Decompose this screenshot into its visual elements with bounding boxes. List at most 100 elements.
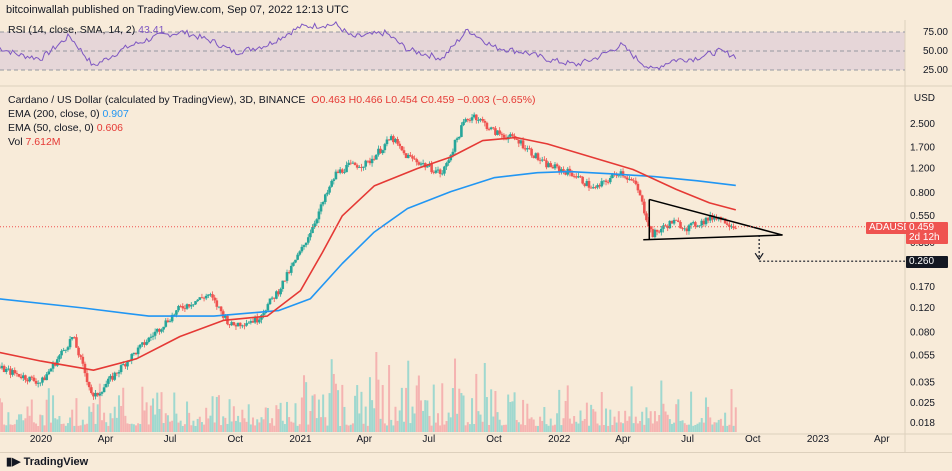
volume-bar xyxy=(454,358,457,432)
candle-body xyxy=(432,172,436,173)
volume-bar xyxy=(117,395,120,432)
volume-bar xyxy=(341,384,344,432)
candle-body xyxy=(285,272,289,281)
volume-bar xyxy=(239,422,242,432)
current-price-tag: 0.459 xyxy=(906,222,948,234)
volume-bar xyxy=(339,425,342,432)
candle-body xyxy=(147,337,151,342)
rsi-label: RSI (14, close, SMA, 14, 2) xyxy=(8,24,136,36)
candle-body xyxy=(258,319,261,323)
candle-body xyxy=(649,226,652,230)
candle-body xyxy=(111,375,114,380)
volume-bar xyxy=(190,425,193,432)
candle-body xyxy=(698,225,701,227)
volume-bar xyxy=(198,416,201,432)
candle-body xyxy=(117,372,121,374)
volume-bar xyxy=(109,413,112,432)
candle-body xyxy=(466,119,470,121)
volume-bar xyxy=(692,425,695,432)
volume-bar xyxy=(90,411,93,432)
candle-body xyxy=(332,179,336,181)
volume-bar xyxy=(362,423,365,432)
volume-bar xyxy=(530,417,533,432)
volume-bar xyxy=(734,407,737,432)
volume-bar xyxy=(536,425,539,432)
candle-body xyxy=(315,219,319,224)
volume-bar xyxy=(437,413,440,432)
volume-bar xyxy=(641,411,644,432)
ticker-tag: ADAUSD xyxy=(866,222,914,234)
candle-body xyxy=(26,379,29,382)
candle-body xyxy=(196,299,199,302)
publish-info: bitcoinwallah published on TradingView.c… xyxy=(6,4,349,16)
volume-bar xyxy=(560,425,563,432)
volume-bar xyxy=(492,416,495,432)
volume-bar xyxy=(690,391,693,432)
volume-bar xyxy=(230,421,233,432)
candle-body xyxy=(66,347,70,350)
volume-bar xyxy=(515,419,518,432)
triangle-upper-line xyxy=(649,198,783,236)
rsi-line xyxy=(0,21,737,71)
volume-bar xyxy=(92,403,95,432)
volume-bar xyxy=(160,392,163,432)
candle-body xyxy=(211,294,214,298)
candle-body xyxy=(481,118,484,121)
candle-body xyxy=(41,377,44,383)
volume-bar xyxy=(549,418,552,432)
volume-bar xyxy=(445,420,448,432)
volume-bar xyxy=(592,409,595,432)
candle-body xyxy=(243,325,246,327)
volume-bar xyxy=(283,424,286,432)
volume-bar xyxy=(709,417,712,432)
volume-bar xyxy=(502,424,505,432)
volume-bar xyxy=(573,416,576,432)
candle-body xyxy=(443,166,446,174)
time-tick-label: Oct xyxy=(227,434,243,445)
candle-body xyxy=(438,169,442,174)
volume-bar xyxy=(268,423,271,432)
time-tick-label: Apr xyxy=(874,434,890,445)
volume-bar xyxy=(556,413,559,432)
symbol-description: Cardano / US Dollar (calculated by Tradi… xyxy=(8,94,306,106)
volume-bar xyxy=(605,408,608,432)
candle-body xyxy=(366,160,370,162)
volume-bar xyxy=(396,420,399,432)
candle-body xyxy=(0,367,2,369)
candle-body xyxy=(313,223,316,227)
volume-bar xyxy=(305,382,308,432)
candle-body xyxy=(604,180,608,182)
candle-body xyxy=(224,315,227,318)
candle-body xyxy=(372,158,376,160)
candle-body xyxy=(100,392,104,394)
candle-body xyxy=(564,171,567,175)
volume-bar xyxy=(86,423,89,432)
candle-body xyxy=(164,320,168,327)
candle-body xyxy=(643,201,646,214)
candle-body xyxy=(347,162,350,165)
volume-bar xyxy=(332,373,335,432)
volume-bar xyxy=(551,425,554,432)
volume-bar xyxy=(696,423,699,432)
volume-bar xyxy=(460,393,463,432)
volume-bar xyxy=(670,423,673,432)
candle-body xyxy=(619,171,623,176)
tradingview-logo[interactable]: ▮▶ TradingView xyxy=(6,453,88,471)
volume-bar xyxy=(209,415,212,432)
candle-body xyxy=(694,222,697,227)
volume-bar xyxy=(200,422,203,432)
volume-bar xyxy=(143,410,146,432)
volume-bar xyxy=(728,424,731,432)
candle-body xyxy=(557,166,561,172)
candle-body xyxy=(187,304,191,307)
volume-bar xyxy=(279,402,282,432)
volume-bar xyxy=(298,424,301,432)
volume-bar xyxy=(622,423,625,432)
candle-body xyxy=(75,337,78,348)
candle-body xyxy=(253,316,257,323)
volume-bar xyxy=(660,380,663,432)
volume-bar xyxy=(107,425,110,432)
candle-body xyxy=(138,344,142,348)
volume-bar xyxy=(39,414,42,432)
